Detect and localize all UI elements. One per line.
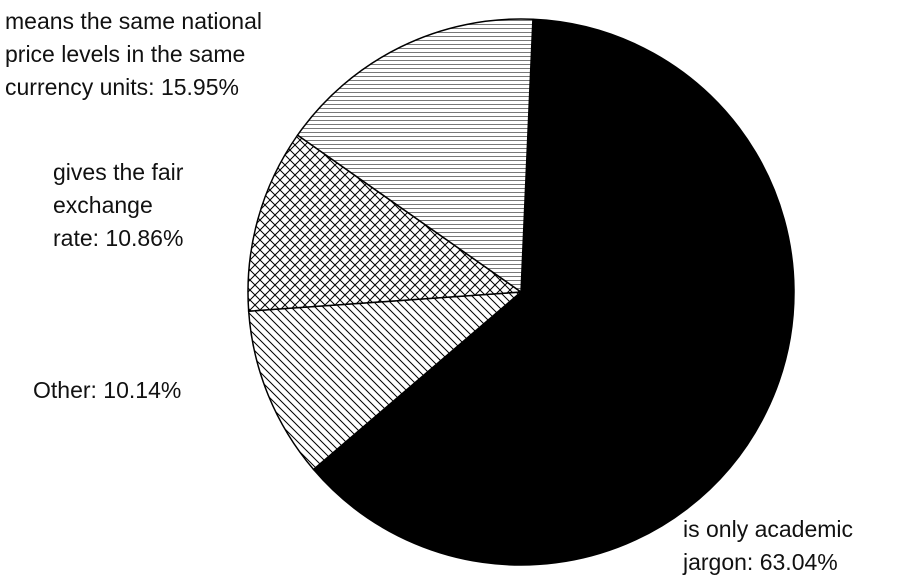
label-line: exchange (53, 192, 153, 218)
slice-other (247, 291, 524, 471)
label-line: rate: 10.86% (53, 225, 183, 251)
label-line: currency units: 15.95% (5, 74, 239, 100)
label-line: means the same national (5, 8, 262, 34)
label-academic-jargon: is only academic jargon: 63.04% (682, 516, 853, 575)
slice-labels: is only academic jargon: 63.04% Other: 10.… (5, 8, 853, 575)
label-line: is only academic (683, 516, 853, 542)
label-fair-exchange-rate: gives the fair exchange rate: 10.86% (53, 159, 184, 251)
label-line: jargon: 63.04% (682, 549, 838, 575)
pie-slices (247, 18, 795, 566)
label-line: price levels in the same (5, 41, 245, 67)
label-other: Other: 10.14% (33, 377, 181, 403)
slice-same-price-levels (296, 18, 534, 294)
label-same-price-levels: means the same national price levels in t… (5, 8, 262, 100)
label-line: Other: 10.14% (33, 377, 181, 403)
slice-academic-jargon (312, 18, 795, 566)
label-line: gives the fair (53, 159, 184, 185)
slice-fair-exchange-rate (247, 134, 524, 312)
